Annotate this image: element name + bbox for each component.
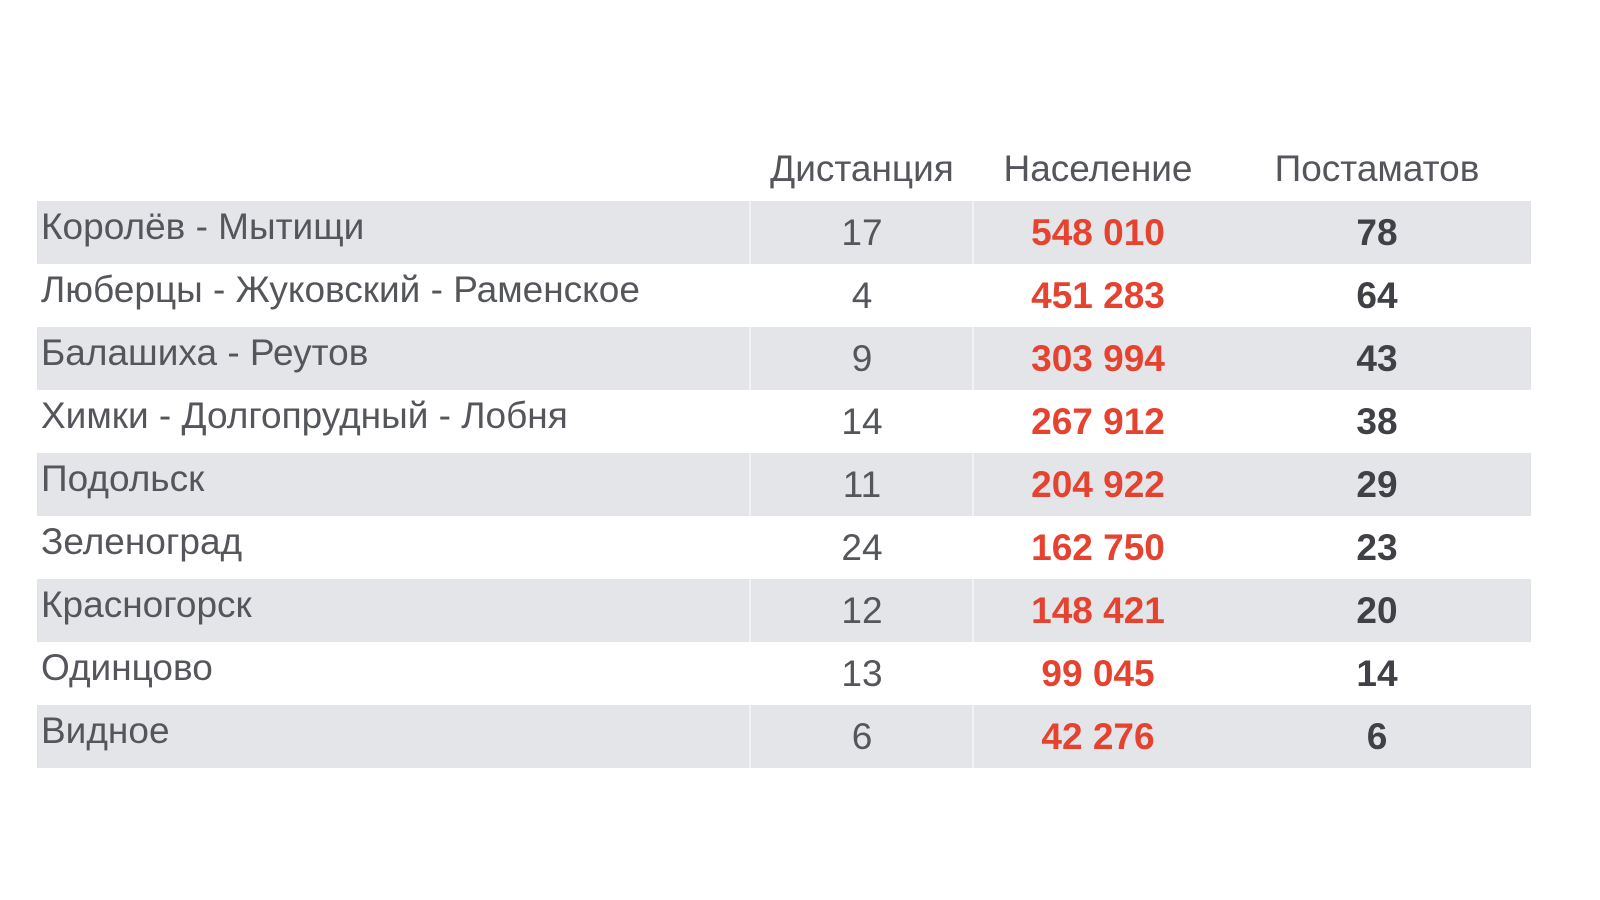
column-divider [972,327,974,390]
column-divider [972,516,974,579]
population-cell: 99 045 [1041,653,1155,694]
region-name: Красногорск [41,584,252,625]
distance-cell: 14 [841,401,883,442]
postamats-cell: 14 [1356,653,1398,694]
table-row: Красногорск 12 148 421 20 [37,579,1531,642]
column-divider [749,642,751,705]
distance-cell: 24 [841,527,883,568]
population-cell: 303 994 [1031,338,1165,379]
column-divider [972,579,974,642]
distance-cell: 12 [841,590,883,631]
region-name: Химки - Долгопрудный - Лобня [41,395,568,436]
population-cell: 204 922 [1031,464,1165,505]
postamats-cell: 6 [1366,716,1388,757]
population-cell: 162 750 [1031,527,1165,568]
header-postamats: Постаматов [1274,148,1480,189]
table-row: Королёв - Мытищи 17 548 010 78 [37,201,1531,264]
header-distance: Дистанция [770,148,954,189]
table-row: Зеленоград 24 162 750 23 [37,516,1531,579]
column-divider [749,516,751,579]
postamats-cell: 78 [1356,212,1398,253]
table-row: Химки - Долгопрудный - Лобня 14 267 912 38 [37,390,1531,453]
region-name: Видное [41,710,170,751]
population-cell: 451 283 [1031,275,1165,316]
region-name: Зеленоград [41,521,243,562]
header-population: Население [1003,148,1193,189]
population-cell: 148 421 [1031,590,1165,631]
column-divider [972,453,974,516]
table-row: Видное 6 42 276 6 [37,705,1531,768]
distance-cell: 9 [851,338,873,379]
table-row: Подольск 11 204 922 29 [37,453,1531,516]
distance-cell: 11 [842,464,882,505]
column-divider [749,327,751,390]
region-name: Подольск [41,458,205,499]
postamats-cell: 64 [1356,275,1398,316]
postamats-cell: 23 [1356,527,1398,568]
table-row: Люберцы - Жуковский - Раменское 4 451 283 6… [37,264,1531,327]
column-divider [972,264,974,327]
column-divider [972,642,974,705]
table-row: Одинцово 13 99 045 14 [37,642,1531,705]
region-name: Люберцы - Жуковский - Раменское [41,269,640,310]
postamats-cell: 38 [1356,401,1398,442]
region-name: Королёв - Мытищи [41,206,365,247]
postamats-cell: 20 [1356,590,1398,631]
population-cell: 267 912 [1031,401,1165,442]
postamats-cell: 29 [1356,464,1398,505]
distance-cell: 17 [841,212,883,253]
data-table: Королёв - Мытищи 17 548 010 78 Люберцы - Жук… [37,201,1531,768]
region-name: Одинцово [41,647,213,688]
column-divider [749,705,751,768]
column-divider [972,390,974,453]
column-divider [749,264,751,327]
column-divider [749,579,751,642]
distance-cell: 6 [851,716,873,757]
postamats-cell: 43 [1356,338,1398,379]
column-divider [972,705,974,768]
table-row: Балашиха - Реутов 9 303 994 43 [37,327,1531,390]
distance-cell: 13 [841,653,883,694]
region-name: Балашиха - Реутов [41,332,369,373]
column-divider [749,453,751,516]
column-divider [749,201,751,264]
population-cell: 548 010 [1031,212,1165,253]
column-divider [749,390,751,453]
distance-cell: 4 [851,275,873,316]
population-cell: 42 276 [1041,716,1155,757]
column-divider [972,201,974,264]
